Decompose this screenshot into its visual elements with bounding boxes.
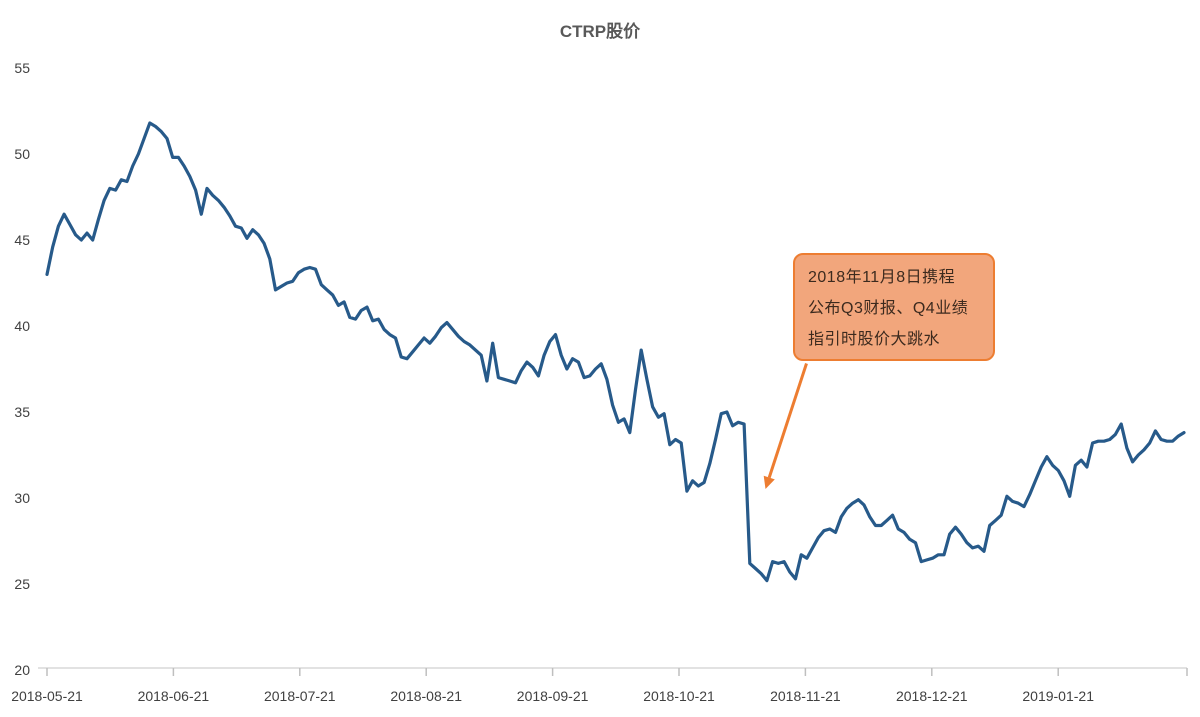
x-axis-label: 2018-08-21 [390,688,462,704]
y-axis-label: 25 [14,576,30,592]
x-axis-label: 2018-07-21 [264,688,336,704]
x-axis-label: 2018-10-21 [643,688,715,704]
y-axis-label: 50 [14,146,30,162]
y-axis-label: 40 [14,318,30,334]
x-axis-label: 2018-05-21 [11,688,83,704]
y-axis-label: 30 [14,490,30,506]
annotation-line-2: 公布Q3财报、Q4业绩 [808,300,969,317]
x-axis-label: 2018-06-21 [138,688,210,704]
y-axis-label: 20 [14,662,30,678]
y-axis-label: 55 [14,60,30,76]
annotation-arrow-shaft [767,363,808,479]
annotation-arrow-icon [763,363,808,489]
y-axis-label: 45 [14,232,30,248]
annotation-line-1: 2018年11月8日携程 [808,269,956,286]
axes-layer: 2018-05-21 2018-06-21 2018-07-21 2018-08-21… [11,60,1188,704]
price-line-series [45,121,1186,583]
annotation-arrow-head [763,475,775,489]
y-axis-label: 35 [14,404,30,420]
annotation-callout: 2018年11月8日携程 公布Q3财报、Q4业绩 指引时股价大跳水 [793,253,995,361]
x-axis-label: 2018-12-21 [896,688,968,704]
x-axis-label: 2018-09-21 [517,688,589,704]
series-layer [45,121,1186,583]
x-axis-label: 2018-11-21 [770,688,841,704]
chart-title: CTRP股价 [560,22,641,41]
annotation-line-3: 指引时股价大跳水 [808,331,941,348]
x-axis-label: 2019-01-21 [1022,688,1094,704]
